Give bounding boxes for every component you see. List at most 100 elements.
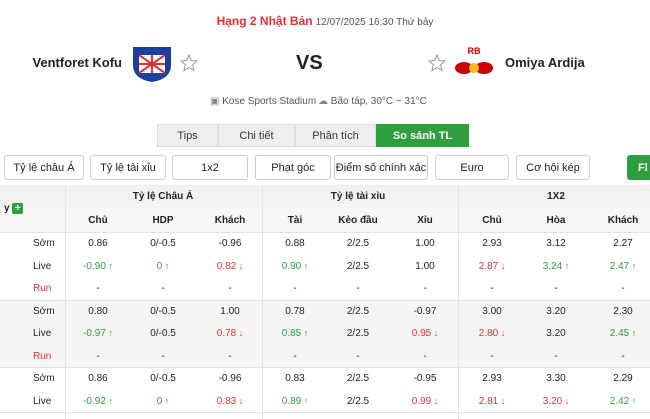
- odds-cell: 0.86: [88, 373, 108, 384]
- odds-cell: 2/2.5: [346, 395, 370, 407]
- odds-cell: -: [423, 283, 427, 294]
- odds-cell: 2.29: [613, 373, 633, 384]
- filter-button[interactable]: Tỷ lệ tài xỉu: [90, 155, 166, 180]
- left-label-text: y: [4, 203, 10, 214]
- row-label: Sớm: [33, 238, 55, 249]
- odds-cell: 2.45: [610, 328, 636, 339]
- odds-cell: 0.90: [282, 261, 308, 272]
- column-divider: [458, 185, 459, 419]
- row-label: Sớm: [33, 305, 55, 317]
- odds-cell: -: [356, 283, 360, 294]
- group-header: 1X2: [547, 191, 565, 202]
- odds-cell: -: [490, 350, 494, 362]
- group-header-bg: [0, 185, 650, 208]
- league[interactable]: Hạng 2 Nhật Bản: [216, 14, 313, 28]
- odds-cell: 0.99: [412, 396, 438, 407]
- filter-button[interactable]: Tỷ lệ châu Á: [4, 155, 84, 180]
- row-label: Sớm: [33, 373, 55, 384]
- odds-cell: 0/-0.5: [150, 238, 176, 249]
- filter-button[interactable]: 1x2: [172, 155, 248, 180]
- odds-cell: 2.42: [610, 396, 636, 407]
- filter-button[interactable]: Euro Handicap: [435, 155, 509, 199]
- row-label: Live: [33, 395, 52, 407]
- odds-cell: 2.87: [479, 261, 505, 272]
- away-team[interactable]: Omiya Ardija: [505, 55, 585, 70]
- odds-cell: -: [356, 350, 360, 362]
- column-divider: [65, 185, 66, 419]
- odds-cell: 2.27: [613, 238, 633, 249]
- favorite-star[interactable]: [428, 54, 446, 72]
- odds-cell: -: [228, 283, 232, 294]
- odds-cell: -: [293, 283, 297, 294]
- odds-cell: -0.95: [413, 373, 437, 384]
- odds-cell: 0.82: [217, 261, 243, 272]
- weather: ☁ Bão táp, 30°C ~ 31°C: [318, 96, 427, 107]
- filter-button[interactable]: Điểm số chính xác: [334, 155, 428, 180]
- odds-cell: 2/2.5: [346, 260, 370, 272]
- venue-name: Kose Sports Stadium: [222, 96, 317, 107]
- odds-cell: 0.89: [282, 396, 308, 407]
- odds-cell: 2.93: [482, 373, 502, 384]
- odds-cell: 3.20: [546, 328, 566, 339]
- odds-cell: -0.90: [83, 261, 113, 272]
- odds-cell: -: [621, 350, 625, 362]
- away-logo: RB: [455, 46, 493, 74]
- block-border: [0, 367, 650, 368]
- odds-cell: 2/2.5: [346, 373, 370, 384]
- column-header: Hòa: [546, 215, 566, 226]
- odds-cell: 3.00: [482, 305, 502, 317]
- odds-cell: 2.80: [479, 328, 505, 339]
- odds-cell: -0.96: [218, 373, 242, 384]
- odds-cell: -: [161, 283, 165, 294]
- away-badge: RB: [468, 46, 481, 56]
- column-header: HDP: [152, 215, 174, 226]
- odds-cell: 2/2.5: [346, 328, 370, 339]
- odds-cell: 3.20: [546, 305, 566, 317]
- tab[interactable]: Tips: [157, 124, 218, 147]
- favorite-star[interactable]: [180, 54, 198, 72]
- block-border: [0, 299, 650, 301]
- filter-button[interactable]: Phạt góc: [255, 155, 331, 180]
- tab[interactable]: So sánh TL: [376, 124, 469, 147]
- column-header: Xỉu: [417, 215, 433, 226]
- odds-cell: 0.83: [217, 396, 243, 407]
- odds-cell: 0.78: [285, 305, 305, 317]
- odds-cell: -: [423, 350, 427, 362]
- odds-cell: 0.88: [285, 238, 305, 249]
- home-team[interactable]: Ventforet Kofu: [32, 55, 122, 70]
- odds-cell: -0.92: [83, 396, 113, 407]
- filter-action[interactable]: Fl: [627, 155, 650, 180]
- odds-cell: 0.78: [217, 328, 243, 339]
- odds-cell: 0/-0.5: [150, 328, 176, 339]
- odds-cell: -: [621, 283, 625, 294]
- odds-cell: 3.20: [543, 396, 569, 407]
- odds-cell: -: [554, 350, 558, 362]
- tab[interactable]: Chi tiết: [218, 124, 295, 147]
- tab[interactable]: Phân tích: [295, 124, 376, 147]
- weather-text: Bão táp, 30°C ~ 31°C: [330, 96, 427, 107]
- group-header: Tỷ lệ tài xỉu: [330, 191, 386, 202]
- column-header: Kèo đầu: [338, 215, 378, 226]
- odds-cell: 2.47: [610, 261, 636, 272]
- row-label: Run: [33, 283, 52, 294]
- left-label: y +: [4, 203, 24, 214]
- column-header: Khách: [607, 215, 639, 226]
- vs: VS: [296, 52, 323, 74]
- column-header: Chủ: [482, 215, 502, 226]
- odds-cell: 2.93: [482, 238, 502, 249]
- odds-cell: -: [161, 350, 165, 362]
- odds-cell: -: [96, 350, 100, 362]
- odds-cell: -: [228, 350, 232, 362]
- odds-cell: 0: [157, 261, 170, 272]
- row-label: Live: [33, 328, 52, 339]
- row-label: Live: [33, 260, 52, 272]
- odds-cell: -: [490, 283, 494, 294]
- home-logo: [133, 47, 171, 82]
- column-header: Khách: [214, 215, 246, 226]
- odds-cell: 0: [157, 396, 170, 407]
- odds-cell: 1.00: [415, 260, 435, 272]
- odds-cell: 2/2.5: [346, 305, 370, 317]
- odds-cell: -0.97: [413, 305, 437, 317]
- filter-button[interactable]: Cơ hội kép: [516, 155, 590, 180]
- column-header: Chủ: [88, 215, 108, 226]
